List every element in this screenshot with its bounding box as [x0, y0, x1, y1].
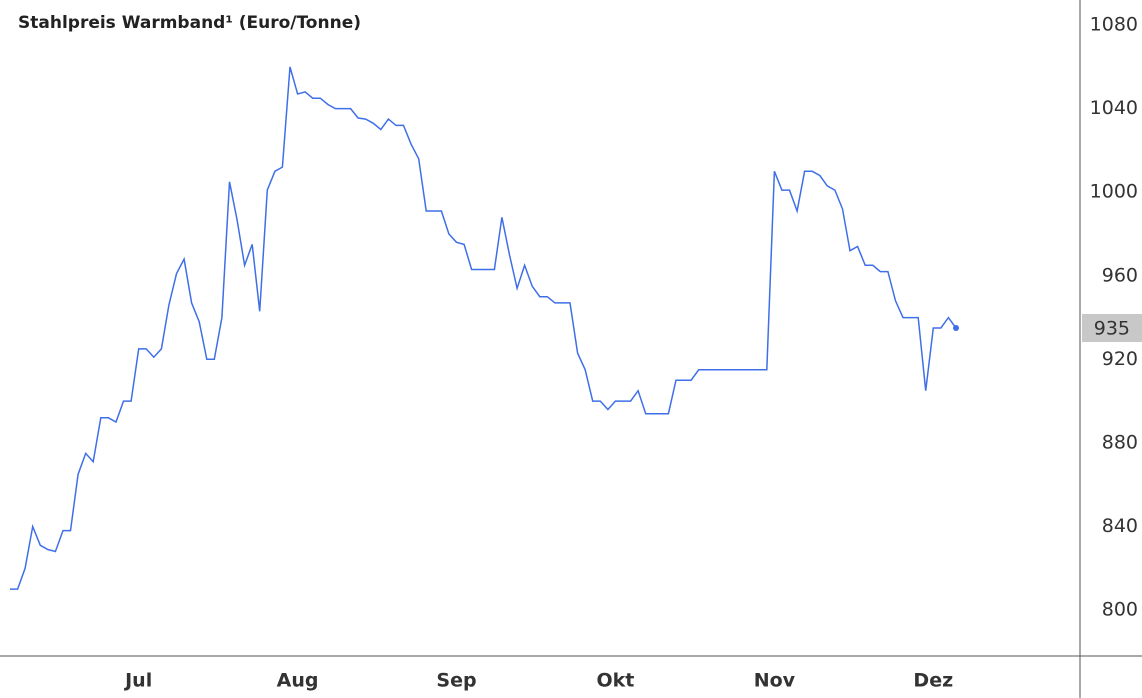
last-value-label: 935	[1094, 318, 1130, 340]
x-tick-label: Jul	[123, 670, 152, 692]
last-point	[953, 325, 959, 331]
last-value-box	[1082, 314, 1142, 342]
y-tick-label: 840	[1102, 515, 1138, 537]
line	[10, 66, 957, 590]
y-tick-label: 960	[1102, 264, 1138, 286]
y-tick-label: 880	[1102, 431, 1138, 453]
y-tick-label: 800	[1102, 599, 1138, 621]
y-tick-label: 1040	[1090, 97, 1138, 119]
y-tick-label: 1080	[1090, 14, 1138, 36]
x-tick-label: Okt	[597, 670, 635, 692]
x-tick-label: Aug	[277, 670, 319, 692]
x-tick-label: Nov	[754, 670, 796, 692]
x-tick-label: Dez	[913, 670, 953, 692]
y-tick-label: 1000	[1090, 181, 1138, 203]
x-tick-label: Sep	[436, 670, 476, 692]
y-tick-label: 920	[1102, 348, 1138, 370]
chart-title: Stahlpreis Warmband¹ (Euro/Tonne)	[18, 13, 361, 33]
